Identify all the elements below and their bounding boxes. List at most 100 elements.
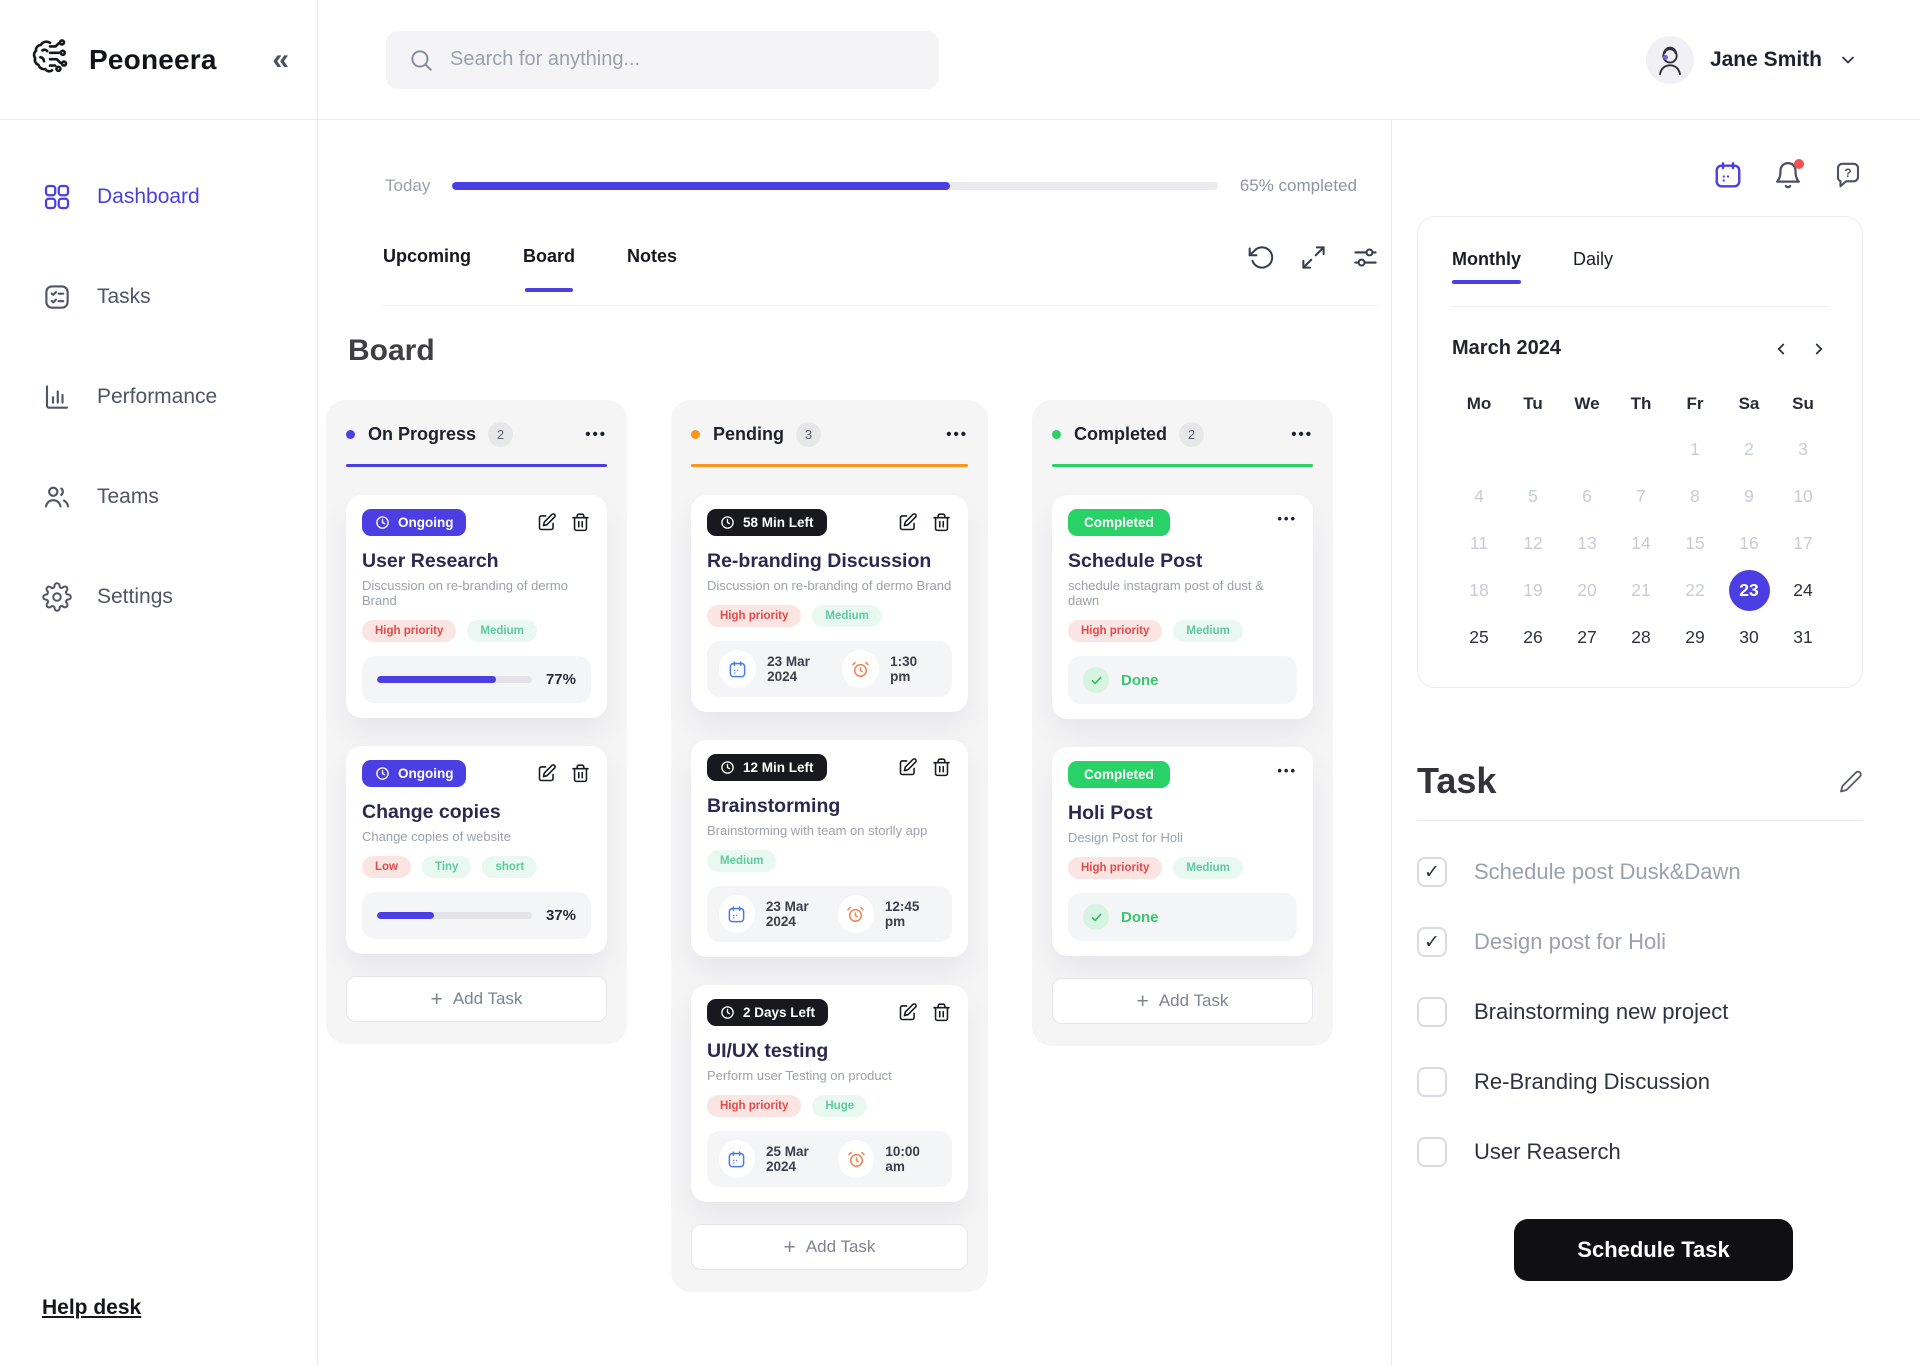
- sidebar-item-performance[interactable]: Performance: [42, 372, 317, 422]
- calendar-day[interactable]: 15: [1685, 533, 1705, 553]
- schedule-task-button[interactable]: Schedule Task: [1514, 1219, 1793, 1281]
- calendar-day[interactable]: 12: [1523, 533, 1543, 553]
- add-task-button[interactable]: + Add Task: [346, 976, 607, 1022]
- edit-icon[interactable]: [897, 757, 918, 778]
- dashboard-grid-icon: [42, 182, 72, 212]
- task-checkbox-unchecked[interactable]: [1417, 1067, 1447, 1097]
- calendar-day[interactable]: 25: [1469, 627, 1489, 647]
- task-card[interactable]: 58 Min Left Re-branding Discussion Discu…: [691, 495, 968, 712]
- card-menu-icon[interactable]: •••: [1277, 511, 1297, 526]
- edit-pencil-icon[interactable]: [1839, 769, 1863, 793]
- calendar-day[interactable]: 14: [1631, 533, 1651, 553]
- task-checkbox-checked[interactable]: [1417, 927, 1447, 957]
- refresh-icon[interactable]: [1248, 244, 1275, 271]
- tab-upcoming[interactable]: Upcoming: [383, 246, 471, 266]
- calendar-day[interactable]: 17: [1793, 533, 1813, 553]
- column-menu-icon[interactable]: •••: [1291, 426, 1313, 443]
- calendar-day-selected[interactable]: 23: [1722, 567, 1776, 614]
- tab-daily[interactable]: Daily: [1573, 249, 1614, 269]
- expand-icon[interactable]: [1300, 244, 1327, 271]
- sidebar-item-settings[interactable]: Settings: [42, 572, 317, 622]
- sidebar-item-teams[interactable]: Teams: [42, 472, 317, 522]
- calendar-day[interactable]: 24: [1793, 580, 1813, 600]
- task-card[interactable]: Ongoing User Research Discussion on re-b…: [346, 495, 607, 718]
- calendar-day-empty: [1452, 426, 1506, 473]
- calendar-day[interactable]: 5: [1528, 486, 1538, 506]
- next-month-icon[interactable]: [1810, 340, 1828, 358]
- calendar-day[interactable]: 18: [1469, 580, 1489, 600]
- task-card[interactable]: Ongoing Change copies Change copies of w…: [346, 746, 607, 954]
- calendar-day[interactable]: 31: [1793, 627, 1813, 647]
- trash-icon[interactable]: [570, 763, 591, 784]
- edit-icon[interactable]: [536, 512, 557, 533]
- add-task-button[interactable]: + Add Task: [691, 1224, 968, 1270]
- calendar-day[interactable]: 4: [1474, 486, 1484, 506]
- tab-monthly[interactable]: Monthly: [1452, 249, 1521, 306]
- trash-icon[interactable]: [931, 512, 952, 533]
- calendar-day[interactable]: 16: [1739, 533, 1759, 553]
- sidebar-item-label: Tasks: [97, 285, 151, 308]
- help-desk-link[interactable]: Help desk: [42, 1296, 142, 1319]
- task-checkbox-checked[interactable]: [1417, 857, 1447, 887]
- edit-icon[interactable]: [536, 763, 557, 784]
- size-tag: Medium: [707, 850, 777, 872]
- priority-tag: High priority: [1068, 857, 1163, 879]
- calendar-day[interactable]: 19: [1523, 580, 1543, 600]
- trash-icon[interactable]: [931, 1002, 952, 1023]
- calendar-day[interactable]: 13: [1577, 533, 1597, 553]
- size-tag: short: [482, 856, 538, 878]
- calendar-day[interactable]: 11: [1469, 533, 1489, 553]
- task-card[interactable]: Completed ••• Holi Post Design Post for …: [1052, 747, 1313, 956]
- calendar-day[interactable]: 29: [1685, 627, 1705, 647]
- task-checkbox-unchecked[interactable]: [1417, 997, 1447, 1027]
- column-menu-icon[interactable]: •••: [585, 426, 607, 443]
- task-checkbox-unchecked[interactable]: [1417, 1137, 1447, 1167]
- sidebar-collapse-icon[interactable]: «: [272, 42, 289, 76]
- calendar-day[interactable]: 8: [1690, 486, 1700, 506]
- calendar-day[interactable]: 6: [1582, 486, 1592, 506]
- view-tabs: Upcoming Board Notes: [383, 246, 1379, 306]
- calendar-day[interactable]: 30: [1739, 627, 1759, 647]
- calendar-day[interactable]: 9: [1744, 486, 1754, 506]
- help-icon[interactable]: [1833, 160, 1863, 190]
- prev-month-icon[interactable]: [1772, 340, 1790, 358]
- calendar-day[interactable]: 7: [1636, 486, 1646, 506]
- calendar-day[interactable]: 2: [1744, 439, 1754, 459]
- calendar-day[interactable]: 27: [1577, 627, 1597, 647]
- bar-chart-icon: [42, 382, 72, 412]
- search-bar[interactable]: [386, 30, 939, 89]
- trash-icon[interactable]: [931, 757, 952, 778]
- card-progress-percent: 37%: [545, 907, 576, 924]
- column-menu-icon[interactable]: •••: [946, 426, 968, 443]
- calendar-day[interactable]: 20: [1577, 580, 1597, 600]
- tab-notes[interactable]: Notes: [627, 246, 678, 266]
- search-input[interactable]: [450, 48, 917, 71]
- calendar-day[interactable]: 28: [1631, 627, 1651, 647]
- calendar-day[interactable]: 22: [1685, 580, 1705, 600]
- calendar-day[interactable]: 10: [1793, 486, 1813, 506]
- filter-sliders-icon[interactable]: [1352, 244, 1379, 271]
- sidebar-item-dashboard[interactable]: Dashboard: [42, 172, 317, 222]
- checklist-item: User Reaserch: [1417, 1137, 1863, 1167]
- add-task-button[interactable]: + Add Task: [1052, 978, 1313, 1024]
- countdown-badge: 58 Min Left: [707, 509, 827, 536]
- notifications-bell-icon[interactable]: [1773, 159, 1804, 190]
- calendar-icon[interactable]: [1713, 160, 1743, 190]
- sidebar-item-tasks[interactable]: Tasks: [42, 272, 317, 322]
- kanban-board: On Progress 2 ••• Ongoing: [326, 400, 1391, 1292]
- task-card[interactable]: Completed ••• Schedule Post schedule ins…: [1052, 495, 1313, 719]
- edit-icon[interactable]: [897, 512, 918, 533]
- panel-icons: [1417, 159, 1863, 190]
- trash-icon[interactable]: [570, 512, 591, 533]
- calendar-day[interactable]: 21: [1631, 580, 1651, 600]
- size-tag: Medium: [812, 605, 882, 627]
- card-menu-icon[interactable]: •••: [1277, 763, 1297, 778]
- calendar-day[interactable]: 26: [1523, 627, 1543, 647]
- user-menu[interactable]: Jane Smith: [1645, 35, 1858, 84]
- task-card[interactable]: 12 Min Left Brainstorming Brainstorming …: [691, 740, 968, 957]
- tab-board[interactable]: Board: [523, 246, 575, 305]
- task-card[interactable]: 2 Days Left UI/UX testing Perform user T…: [691, 985, 968, 1202]
- calendar-day[interactable]: 3: [1798, 439, 1808, 459]
- calendar-day[interactable]: 1: [1690, 439, 1700, 459]
- edit-icon[interactable]: [897, 1002, 918, 1023]
